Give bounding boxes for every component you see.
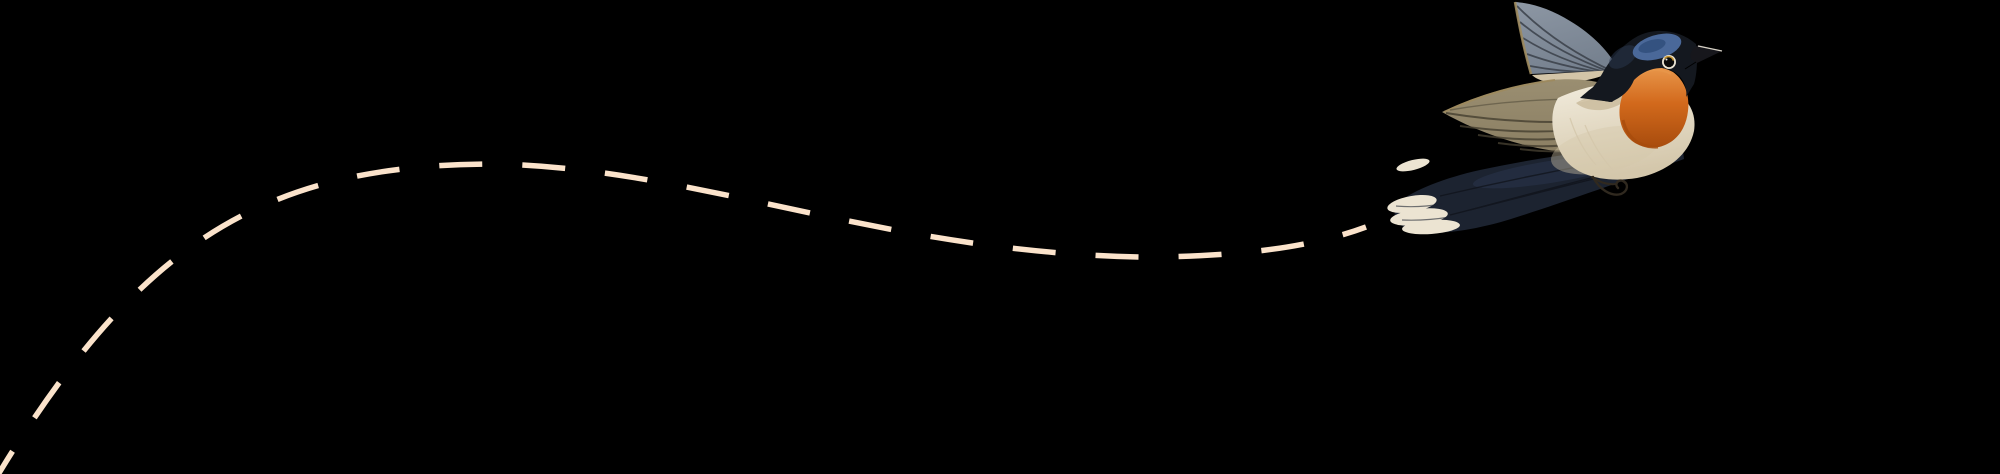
foot-toe (1591, 176, 1617, 186)
breast-dark-rim (1621, 119, 1659, 149)
eye-gold-iris-arc (1663, 55, 1675, 61)
bird-head (1580, 30, 1698, 103)
nape-gloss (1608, 45, 1638, 69)
flight-path-dashed-line (0, 161, 1367, 474)
bird-raised-wing (1513, 1, 1618, 83)
far-wing-top-edge-highlight (1443, 79, 1556, 113)
belly-feather-streaks (1569, 117, 1614, 171)
tail-white-tips (1387, 158, 1460, 235)
breast-shape (1619, 67, 1689, 148)
raised-wing-feather-streaks (1516, 5, 1615, 73)
raised-wing-shape (1515, 2, 1618, 74)
foot-curl (1591, 175, 1629, 196)
bird-foot (1591, 175, 1629, 196)
raised-wing-leading-edge (1513, 1, 1533, 75)
tail-tip-separation-lines (1395, 203, 1451, 221)
bird-beak (1684, 45, 1723, 70)
crown-streaks (1638, 39, 1666, 53)
eye-highlight (1665, 58, 1668, 61)
bird-eye (1662, 55, 1676, 69)
beak-gape-line (1684, 61, 1697, 70)
beak-top-ridge (1697, 45, 1723, 52)
bird-illustration (1387, 1, 1723, 235)
